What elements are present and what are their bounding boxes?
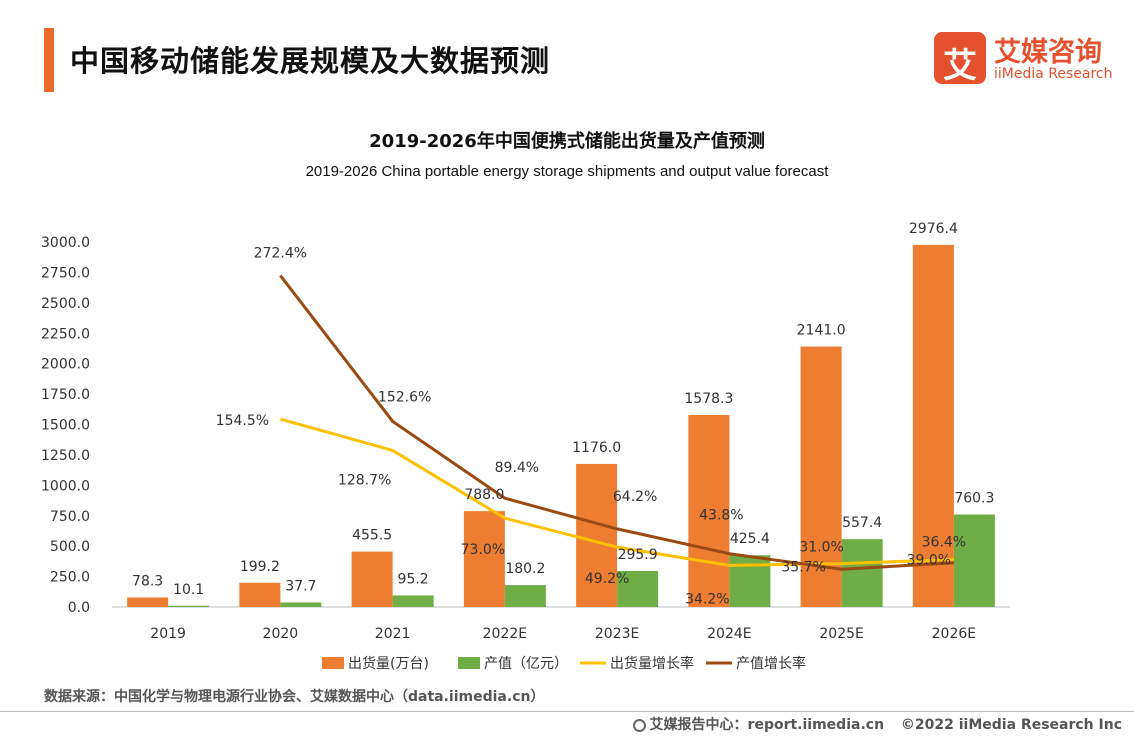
chart-title: 2019-2026年中国便携式储能出货量及产值预测 bbox=[369, 131, 765, 152]
x-tick-label: 2019 bbox=[150, 626, 186, 642]
bar-output-value bbox=[504, 585, 546, 607]
bar-value-label: 557.4 bbox=[842, 515, 882, 531]
report-site-link[interactable]: 艾媒报告中心：report.iimedia.cn bbox=[649, 717, 885, 733]
legend-label: 出货量增长率 bbox=[610, 655, 694, 672]
page-title: 中国移动储能发展规模及大数据预测 bbox=[70, 44, 551, 78]
line-value-label: 89.4% bbox=[495, 460, 539, 476]
line-value-label: 36.4% bbox=[922, 535, 966, 551]
line-value-label: 272.4% bbox=[254, 246, 307, 262]
bar-value-label: 10.1 bbox=[173, 582, 204, 598]
x-tick-label: 2023E bbox=[595, 626, 639, 642]
y-tick-label: 2000.0 bbox=[41, 357, 90, 373]
copyright: ©2022 iiMedia Research Inc bbox=[900, 717, 1122, 733]
line-value-label: 154.5% bbox=[216, 413, 269, 429]
y-tick-label: 1500.0 bbox=[41, 418, 90, 434]
bar-shipments bbox=[351, 551, 393, 607]
bar-shipments bbox=[912, 244, 954, 607]
logo-cn-text: 艾媒咨询 bbox=[994, 37, 1102, 68]
bar-value-label: 78.3 bbox=[132, 573, 163, 589]
bar-value-label: 2141.0 bbox=[797, 323, 846, 339]
title-accent-bar bbox=[44, 28, 54, 92]
data-source: 数据来源：中国化学与物理电源行业协会、艾媒数据中心（data.iimedia.c… bbox=[44, 689, 545, 705]
bar-shipments bbox=[127, 597, 169, 607]
bar-value-label: 760.3 bbox=[954, 490, 994, 506]
x-tick-label: 2021 bbox=[375, 626, 411, 642]
legend-label: 产值增长率 bbox=[736, 655, 806, 672]
bar-shipments bbox=[688, 414, 730, 607]
y-tick-label: 1750.0 bbox=[41, 387, 90, 403]
logo-en-text: iiMedia Research bbox=[994, 66, 1113, 82]
y-tick-label: 2250.0 bbox=[41, 326, 90, 342]
bar-series bbox=[127, 244, 995, 607]
bar-value-label: 1578.3 bbox=[684, 391, 733, 407]
bar-value-label: 95.2 bbox=[398, 571, 429, 587]
legend-label: 出货量(万台) bbox=[348, 655, 429, 672]
line-value-label: 152.6% bbox=[378, 389, 431, 405]
line-value-label: 73.0% bbox=[461, 542, 505, 558]
chart-legend: 出货量(万台) 产值（亿元） 出货量增长率 产值增长率 bbox=[322, 655, 806, 672]
bar-value-label: 455.5 bbox=[352, 528, 392, 544]
y-tick-label: 2750.0 bbox=[41, 265, 90, 281]
line-series bbox=[279, 274, 954, 571]
y-tick-label: 3000.0 bbox=[41, 235, 90, 251]
y-axis: 0.0 250.0 500.0 750.0 1000.0 1250.0 1500.0 1750… bbox=[41, 235, 90, 616]
bar-value-label: 2976.4 bbox=[909, 221, 958, 237]
y-tick-label: 500.0 bbox=[50, 539, 90, 555]
logo-glyph: 艾 bbox=[943, 46, 977, 86]
y-tick-label: 2500.0 bbox=[41, 296, 90, 312]
shipment-growth-line bbox=[279, 417, 954, 567]
bar-output-value bbox=[729, 555, 771, 607]
x-tick-label: 2020 bbox=[263, 626, 299, 642]
chart-subtitle: 2019-2026 China portable energy storage … bbox=[305, 163, 829, 180]
x-tick-label: 2024E bbox=[707, 626, 751, 642]
bar-value-label: 788.0 bbox=[464, 487, 504, 503]
bar-value-label: 37.7 bbox=[285, 578, 316, 594]
bar-value-label: 425.4 bbox=[730, 531, 770, 547]
line-value-label: 128.7% bbox=[338, 472, 391, 488]
line-value-label: 35.7% bbox=[781, 560, 825, 576]
y-tick-label: 1250.0 bbox=[41, 448, 90, 464]
bar-value-label: 1176.0 bbox=[572, 440, 621, 456]
line-value-label: 43.8% bbox=[699, 508, 743, 524]
x-tick-label: 2022E bbox=[483, 626, 527, 642]
bar-value-label: 295.9 bbox=[618, 547, 658, 563]
bar-output-value bbox=[841, 539, 883, 607]
footer-divider bbox=[0, 711, 1134, 712]
x-tick-label: 2026E bbox=[932, 626, 976, 642]
globe-icon bbox=[632, 719, 646, 732]
bar-output-value bbox=[280, 602, 322, 607]
bar-output-value bbox=[392, 595, 434, 607]
line-value-label: 64.2% bbox=[613, 489, 657, 505]
y-tick-label: 0.0 bbox=[68, 600, 90, 616]
bar-output-value bbox=[617, 570, 659, 607]
x-tick-label: 2025E bbox=[819, 626, 863, 642]
line-value-label: 49.2% bbox=[585, 571, 629, 587]
bar-shipments bbox=[576, 463, 618, 607]
footer-bar: 艾媒报告中心：report.iimedia.cn ©2022 iiMedia R… bbox=[632, 714, 1122, 734]
data-labels: 78.3 199.2 455.5 788.0 1176.0 1578.3 2141.0 297… bbox=[132, 221, 994, 608]
legend-swatch bbox=[322, 657, 344, 669]
line-value-label: 39.0% bbox=[907, 553, 951, 569]
output-growth-line bbox=[279, 274, 954, 571]
bar-value-label: 199.2 bbox=[240, 559, 280, 575]
bar-value-label: 180.2 bbox=[505, 561, 545, 577]
line-value-label: 34.2% bbox=[685, 591, 729, 607]
logo-mark-icon: 艾 bbox=[934, 32, 986, 86]
bar-output-value bbox=[168, 605, 210, 607]
y-tick-label: 1000.0 bbox=[41, 478, 90, 494]
y-tick-label: 750.0 bbox=[50, 509, 90, 525]
y-tick-label: 250.0 bbox=[50, 570, 90, 586]
iimedia-logo: 艾 艾媒咨询 iiMedia Research bbox=[934, 28, 1124, 88]
line-value-label: 31.0% bbox=[799, 539, 843, 555]
bar-shipments bbox=[463, 511, 505, 607]
bar-shipments bbox=[239, 582, 281, 607]
x-axis: 2019 2020 2021 2022E 2023E 2024E 2025E 2026E bbox=[150, 626, 976, 642]
legend-swatch bbox=[458, 657, 480, 669]
bar-output-value bbox=[953, 514, 995, 607]
legend-label: 产值（亿元） bbox=[484, 656, 568, 672]
